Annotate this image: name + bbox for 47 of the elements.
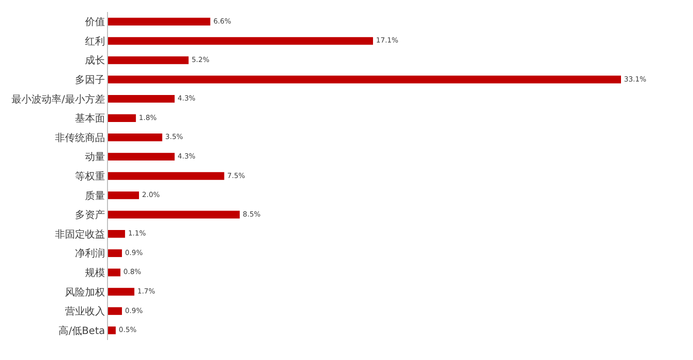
- y-tick-label: 营业收入: [65, 306, 105, 318]
- y-tick-label: 高/低Beta: [58, 324, 105, 337]
- data-label: 0.5%: [118, 325, 137, 334]
- y-tick-label: 基本面: [75, 112, 105, 125]
- y-tick-label: 成长: [85, 54, 105, 67]
- y-tick-label: 等权重: [75, 170, 105, 182]
- bar: [108, 114, 136, 122]
- y-tick-label: 非固定收益: [55, 228, 105, 240]
- bar: [108, 76, 621, 84]
- bar: [108, 37, 374, 45]
- y-tick-label: 价值: [84, 16, 105, 28]
- y-tick-label: 最小波动率/最小方差: [12, 93, 105, 106]
- bar: [108, 249, 122, 258]
- bar: [108, 191, 139, 200]
- data-label: 0.9%: [124, 306, 144, 315]
- bar: [108, 94, 175, 103]
- data-label: 7.5%: [227, 170, 246, 180]
- data-label: 17.1%: [376, 36, 399, 45]
- data-label: 3.5%: [165, 132, 184, 142]
- bar: [108, 172, 224, 180]
- data-label: 1.1%: [128, 228, 146, 238]
- data-label: 0.9%: [124, 248, 144, 257]
- data-label: 33.1%: [624, 74, 647, 84]
- y-tick-label: 多因子: [75, 74, 105, 86]
- data-label: 8.5%: [242, 209, 261, 218]
- bar: [108, 210, 240, 218]
- bar: [108, 288, 134, 296]
- bar: [108, 268, 120, 276]
- y-tick-label: 非传统商品: [55, 132, 105, 144]
- data-label: 0.8%: [123, 267, 142, 276]
- y-tick-label: 质量: [85, 190, 105, 202]
- y-tick-label: 净利润: [75, 248, 105, 260]
- y-tick-label: 多资产: [75, 209, 105, 222]
- bar: [108, 56, 189, 64]
- data-label: 6.6%: [213, 16, 232, 26]
- y-tick-label: 动量: [85, 152, 105, 164]
- bar: [108, 230, 126, 238]
- y-tick-label: 风险加权: [65, 286, 105, 298]
- y-tick-label: 红利: [85, 35, 105, 48]
- bar: [108, 326, 116, 334]
- data-label: 1.8%: [138, 112, 158, 122]
- bar: [108, 152, 175, 161]
- bar: [108, 134, 162, 142]
- bar: [108, 307, 122, 315]
- y-tick-label: 规模: [85, 266, 105, 279]
- data-label: 4.3%: [178, 94, 196, 103]
- bar: [108, 18, 210, 26]
